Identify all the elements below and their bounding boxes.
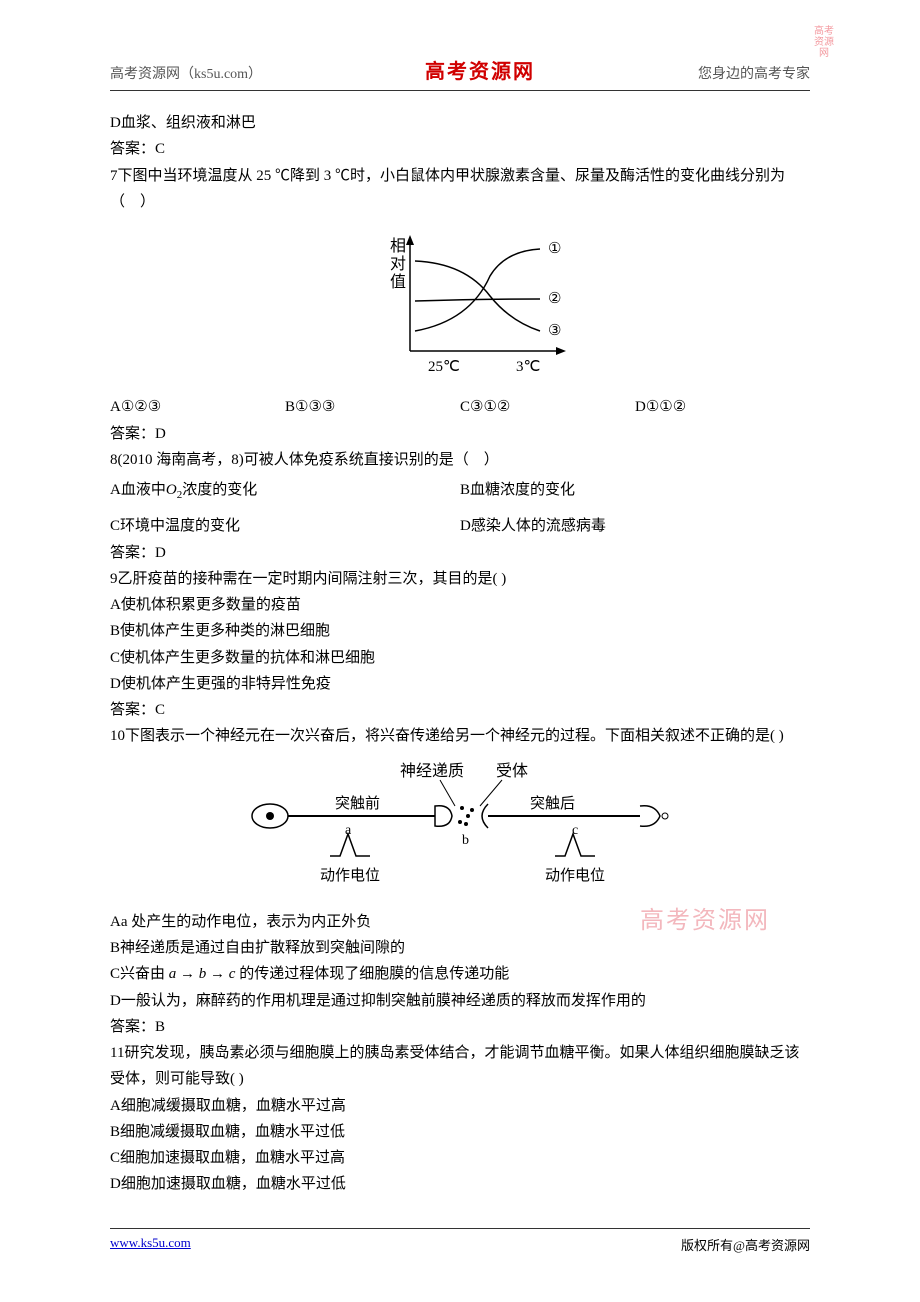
neuron-terminal-right <box>640 805 660 826</box>
q8-a-pre: A血液中 <box>110 482 166 498</box>
q11-opt-a: A细胞减缓摄取血糖，血糖水平过高 <box>110 1093 810 1119</box>
q10-opt-d: D一般认为，麻醉药的作用机理是通过抑制突触前膜神经递质的释放而发挥作用的 <box>110 988 810 1014</box>
q9-opt-d: D使机体产生更强的非特异性免疫 <box>110 671 810 697</box>
nt-dot <box>460 806 464 810</box>
figure-synapse: 神经递质 受体 突触前 突触后 a b <box>110 756 810 905</box>
series-label-1: ① <box>548 241 561 257</box>
q10-c-path: a → b → c <box>169 966 236 982</box>
nt-dot <box>470 808 474 812</box>
q8-a-o: O <box>166 482 177 498</box>
answer-label: 答案：B <box>110 1014 810 1040</box>
q10-c-post: 的传递过程体现了细胞膜的信息传递功能 <box>239 966 509 982</box>
synapse-terminal <box>435 805 452 826</box>
label-ap-right: 动作电位 <box>545 867 605 884</box>
q7-opt-d: D①①② <box>635 394 810 420</box>
q11-opt-d: D细胞加速摄取血糖，血糖水平过低 <box>110 1171 810 1197</box>
q10-opt-b: B神经递质是通过自由扩散释放到突触间隙的 <box>110 935 810 961</box>
nt-dot <box>464 822 468 826</box>
q8-opt-b: B血糖浓度的变化 <box>460 477 810 505</box>
q8-options-row1: A血液中O2浓度的变化 B血糖浓度的变化 <box>110 477 810 505</box>
header-right: 您身边的高考专家 <box>698 63 810 83</box>
document-body: D血浆、组织液和淋巴 答案：C 7下图中当环境温度从 25 ℃降到 3 ℃时，小… <box>110 110 810 1198</box>
q9-opt-b: B使机体产生更多种类的淋巴细胞 <box>110 618 810 644</box>
label-post: 突触后 <box>530 795 575 812</box>
synapse-post-cup <box>482 804 488 828</box>
q8-opt-c: C环境中温度的变化 <box>110 513 460 539</box>
q10-c-pre: C兴奋由 <box>110 966 165 982</box>
q7-opt-a: A①②③ <box>110 394 285 420</box>
option-d-text: D血浆、组织液和淋巴 <box>110 110 810 136</box>
label-receptor: 受体 <box>496 762 528 780</box>
y-label-char: 对 <box>390 255 406 273</box>
x-tick-1: 3℃ <box>516 359 540 375</box>
q9-opt-c: C使机体产生更多数量的抗体和淋巴细胞 <box>110 645 810 671</box>
chart-svg: 相 对 值 ① ② ③ 25℃ 3℃ <box>330 221 590 381</box>
q7-opt-b: B①③③ <box>285 394 460 420</box>
q11-opt-c: C细胞加速摄取血糖，血糖水平过高 <box>110 1145 810 1171</box>
answer-label: 答案：D <box>110 540 810 566</box>
q11-opt-b: B细胞减缓摄取血糖，血糖水平过低 <box>110 1119 810 1145</box>
series-label-3: ③ <box>548 323 561 339</box>
question-9: 9乙肝疫苗的接种需在一定时期内间隔注射三次，其目的是( ) <box>110 566 810 592</box>
header-left: 高考资源网（ks5u.com） <box>110 63 262 83</box>
page-footer: www.ks5u.com 版权所有@高考资源网 <box>110 1228 810 1254</box>
leader-line <box>440 780 455 806</box>
curve-1 <box>415 249 540 331</box>
header-rule <box>110 90 810 91</box>
q8-a-post: 浓度的变化 <box>182 482 257 498</box>
answer-label: 答案：C <box>110 697 810 723</box>
footer-rule <box>110 1228 810 1229</box>
label-ap-left: 动作电位 <box>320 867 380 884</box>
x-axis-arrow <box>556 347 566 355</box>
page-header: 高考资源网（ks5u.com） 高考资源网 您身边的高考专家 <box>0 55 920 84</box>
header-center: 高考资源网 <box>425 55 535 84</box>
nt-dot <box>458 820 462 824</box>
nt-dot <box>466 814 470 818</box>
q7-options: A①②③ B①③③ C③①② D①①② <box>110 394 810 420</box>
q8-opt-a: A血液中O2浓度的变化 <box>110 477 460 505</box>
y-label-char: 相 <box>390 237 406 255</box>
label-b: b <box>462 833 469 848</box>
question-7: 7下图中当环境温度从 25 ℃降到 3 ℃时，小白鼠体内甲状腺激素含量、尿量及酶… <box>110 163 810 216</box>
label-pre: 突触前 <box>335 795 380 812</box>
q9-opt-a: A使机体积累更多数量的疫苗 <box>110 592 810 618</box>
leader-line <box>480 780 502 806</box>
footer-copyright: 版权所有@高考资源网 <box>681 1235 810 1254</box>
answer-label: 答案：D <box>110 421 810 447</box>
q8-opt-d: D感染人体的流感病毒 <box>460 513 810 539</box>
x-tick-0: 25℃ <box>428 359 460 375</box>
q8-options-row2: C环境中温度的变化 D感染人体的流感病毒 <box>110 513 810 539</box>
curve-2 <box>415 299 540 301</box>
y-label-char: 值 <box>390 273 406 291</box>
series-label-2: ② <box>548 291 561 307</box>
figure-chart: 相 对 值 ① ② ③ 25℃ 3℃ <box>110 221 810 390</box>
q10-opt-c: C兴奋由 a → b → c 的传递过程体现了细胞膜的信息传递功能 <box>110 961 810 987</box>
neuron-end-right <box>662 813 668 819</box>
neuron-nucleus-left <box>266 812 274 820</box>
footer-link[interactable]: www.ks5u.com <box>110 1235 191 1254</box>
question-10: 10下图表示一个神经元在一次兴奋后，将兴奋传递给另一个神经元的过程。下面相关叙述… <box>110 723 810 749</box>
synapse-svg: 神经递质 受体 突触前 突触后 a b <box>240 756 680 896</box>
y-axis-arrow <box>406 235 414 245</box>
question-8: 8(2010 海南高考，8)可被人体免疫系统直接识别的是（ ） <box>110 447 810 473</box>
q7-opt-c: C③①② <box>460 394 635 420</box>
question-11: 11研究发现，胰岛素必须与细胞膜上的胰岛素受体结合，才能调节血糖平衡。如果人体组… <box>110 1040 810 1093</box>
label-neurotransmitter: 神经递质 <box>400 762 464 780</box>
q10-opt-a: Aa 处产生的动作电位，表示为内正外负 <box>110 909 810 935</box>
answer-label: 答案：C <box>110 136 810 162</box>
